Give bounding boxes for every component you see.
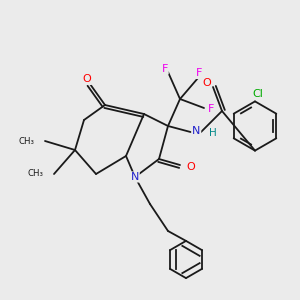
Text: O: O [202,77,211,88]
Text: O: O [186,161,195,172]
Text: O: O [82,74,91,85]
Text: Cl: Cl [253,89,263,99]
Text: N: N [192,125,201,136]
Text: F: F [162,64,168,74]
Text: F: F [196,68,203,79]
Text: CH₃: CH₃ [28,169,43,178]
Text: H: H [209,128,217,139]
Text: N: N [131,172,139,182]
Text: F: F [208,104,215,115]
Text: CH₃: CH₃ [19,136,34,146]
